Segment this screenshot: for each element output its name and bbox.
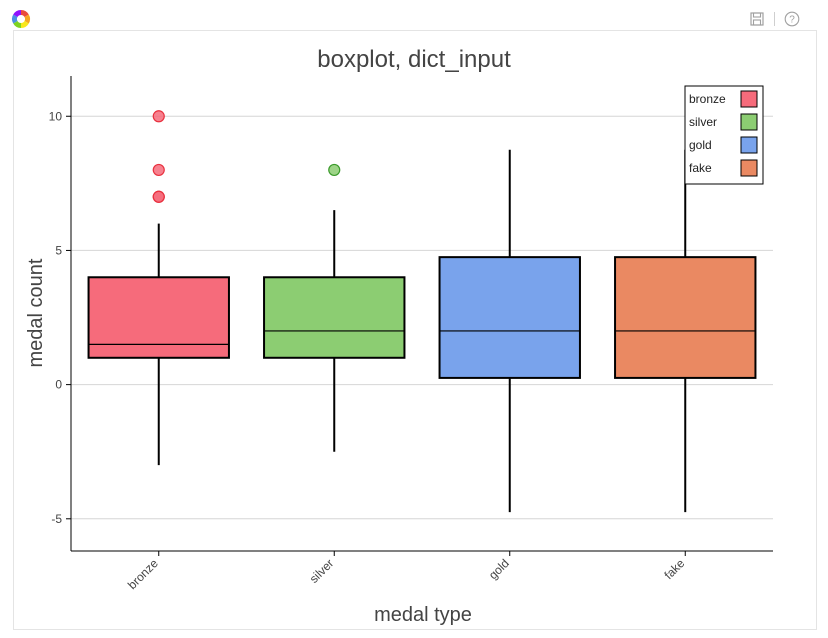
legend-swatch-silver (740, 113, 758, 131)
y-tick-label: 0 (55, 378, 62, 392)
x-tick-label: bronze (125, 556, 161, 592)
box-bronze[interactable] (87, 276, 230, 359)
x-tick-label: silver (307, 556, 337, 586)
y-tick-label: 10 (49, 109, 63, 123)
legend-swatch-gold (740, 136, 758, 154)
outlier-point-bronze[interactable] (152, 190, 165, 203)
y-axis-label: medal count (25, 258, 47, 367)
legend-label-fake: fake (689, 161, 712, 175)
box-marks (87, 110, 757, 513)
box-silver[interactable] (263, 276, 406, 359)
grid-lines (71, 115, 773, 520)
chart-title: boxplot, dict_input (317, 46, 511, 73)
x-axis-label: medal type (374, 604, 472, 626)
legend-swatch-bronze (740, 90, 758, 108)
legend-swatch-fake (740, 159, 758, 177)
toolbar-divider (774, 12, 775, 26)
outlier-point-bronze[interactable] (152, 110, 165, 123)
help-icon[interactable]: ? (783, 10, 801, 28)
outlier-point-bronze[interactable] (152, 163, 165, 177)
box-gold[interactable] (438, 256, 581, 379)
x-tick-label: gold (486, 556, 512, 582)
plot-frame (13, 30, 817, 630)
legend-label-silver: silver (689, 115, 717, 129)
outlier-point-silver[interactable] (328, 163, 341, 177)
bokeh-logo-icon[interactable] (10, 8, 32, 30)
x-tick-label: fake (661, 556, 687, 582)
legend-label-bronze: bronze (689, 92, 726, 106)
box-fake[interactable] (614, 256, 757, 379)
legend: bronze silver gold fake (684, 85, 764, 185)
chart-toolbar: ? (748, 9, 801, 29)
legend-label-gold: gold (689, 138, 712, 152)
help-glyph: ? (789, 15, 795, 26)
save-icon[interactable] (748, 10, 766, 28)
y-tick-label: -5 (51, 512, 62, 526)
y-tick-label: 5 (55, 243, 62, 257)
